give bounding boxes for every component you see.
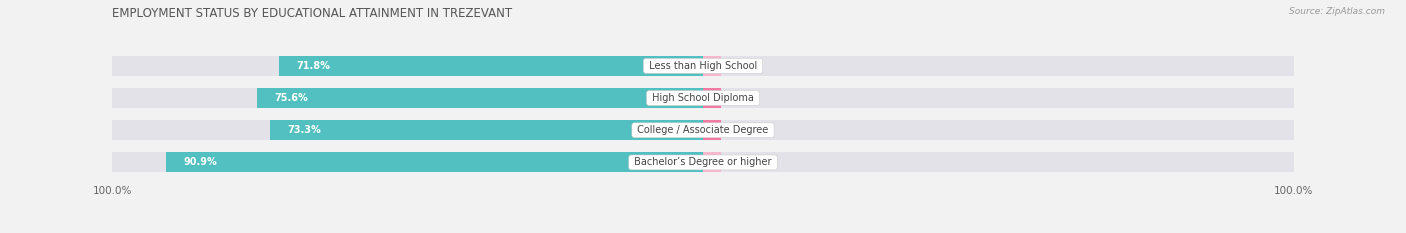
Text: 0.0%: 0.0% — [730, 158, 754, 168]
Text: Source: ZipAtlas.com: Source: ZipAtlas.com — [1289, 7, 1385, 16]
Bar — [270, 120, 703, 140]
Bar — [703, 120, 1294, 140]
Text: Less than High School: Less than High School — [645, 61, 761, 71]
Text: 71.8%: 71.8% — [297, 61, 330, 71]
Text: 2.8%: 2.8% — [730, 125, 754, 135]
Bar — [112, 120, 703, 140]
Bar — [112, 56, 703, 76]
Bar — [703, 56, 721, 76]
Bar — [703, 120, 721, 140]
Text: 75.6%: 75.6% — [274, 93, 308, 103]
Bar — [256, 88, 703, 108]
Text: 90.9%: 90.9% — [184, 158, 218, 168]
Text: 0.0%: 0.0% — [730, 61, 754, 71]
Bar — [703, 56, 1294, 76]
Bar — [703, 152, 1294, 172]
Bar — [112, 152, 703, 172]
Bar — [703, 88, 1294, 108]
Text: EMPLOYMENT STATUS BY EDUCATIONAL ATTAINMENT IN TREZEVANT: EMPLOYMENT STATUS BY EDUCATIONAL ATTAINM… — [112, 7, 513, 20]
Bar — [112, 88, 703, 108]
Bar — [166, 152, 703, 172]
Text: College / Associate Degree: College / Associate Degree — [634, 125, 772, 135]
Text: High School Diploma: High School Diploma — [650, 93, 756, 103]
Bar — [703, 88, 721, 108]
Text: 2.3%: 2.3% — [730, 93, 754, 103]
Bar — [703, 152, 721, 172]
Text: Bachelor’s Degree or higher: Bachelor’s Degree or higher — [631, 158, 775, 168]
Bar — [278, 56, 703, 76]
Text: 73.3%: 73.3% — [288, 125, 322, 135]
